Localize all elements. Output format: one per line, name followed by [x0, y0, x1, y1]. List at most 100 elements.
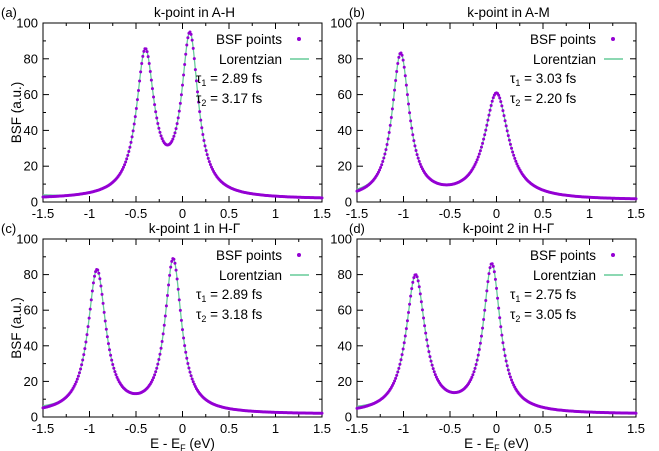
y-tick-label: 20	[24, 159, 38, 174]
bsf-point	[85, 333, 89, 337]
bsf-point	[391, 381, 395, 385]
bsf-point	[188, 370, 192, 374]
bsf-point	[158, 130, 162, 134]
bsf-point	[481, 326, 485, 330]
bsf-point	[191, 46, 195, 50]
bsf-point	[474, 363, 478, 367]
bsf-point	[129, 140, 133, 144]
bsf-point	[200, 126, 204, 130]
bsf-point	[115, 375, 119, 379]
bsf-point	[502, 348, 506, 352]
bsf-point	[114, 373, 118, 377]
bsf-point	[403, 74, 407, 78]
bsf-point	[397, 55, 401, 59]
bsf-point	[402, 65, 406, 69]
bsf-point	[152, 376, 156, 380]
legend-label: BSF points	[530, 32, 596, 47]
bsf-point	[388, 123, 392, 127]
bsf-point	[498, 316, 502, 320]
x-tick-label: 0	[493, 421, 500, 436]
bsf-point	[384, 148, 388, 152]
bsf-point	[416, 279, 420, 283]
bsf-point	[82, 353, 86, 357]
bsf-point	[415, 275, 419, 279]
bsf-point	[170, 259, 174, 263]
bsf-point	[386, 137, 390, 141]
bsf-point	[506, 134, 510, 138]
x-tick-label: -0.5	[439, 421, 461, 436]
bsf-point	[378, 168, 382, 172]
y-tick-label: 80	[24, 267, 38, 282]
bsf-point	[189, 374, 193, 378]
bsf-point	[205, 153, 209, 157]
bsf-point	[144, 47, 148, 51]
bsf-point	[138, 79, 142, 83]
bsf-point	[320, 411, 324, 415]
bsf-point	[393, 88, 397, 92]
bsf-point	[396, 370, 400, 374]
bsf-point	[476, 155, 480, 159]
bsf-point	[403, 334, 407, 338]
panel-label: (d)	[349, 221, 365, 236]
bsf-point	[203, 144, 207, 148]
plot-frame	[356, 22, 637, 203]
legend-label: Lorentzian	[533, 268, 596, 283]
bsf-point	[473, 163, 477, 167]
bsf-point	[478, 341, 482, 345]
bsf-point	[382, 156, 386, 160]
bsf-point	[470, 375, 474, 379]
bsf-point	[121, 165, 125, 169]
bsf-point	[193, 68, 197, 72]
bsf-point	[381, 160, 385, 164]
bsf-point	[149, 78, 153, 82]
bsf-point	[160, 339, 164, 343]
bsf-point	[430, 363, 434, 367]
x-tick-label: 1.5	[627, 206, 645, 221]
bsf-point	[497, 93, 501, 97]
bsf-point	[80, 363, 84, 367]
bsf-point	[156, 122, 160, 125]
y-tick-label: 0	[345, 410, 352, 425]
bsf-point	[131, 129, 135, 133]
bsf-point	[101, 301, 105, 305]
panel-title: k-point in A-H	[154, 5, 235, 20]
bsf-point	[424, 331, 428, 335]
bsf-point	[503, 354, 507, 358]
bsf-point	[111, 362, 115, 366]
bsf-point	[174, 127, 178, 131]
bsf-point	[483, 308, 487, 312]
bsf-point	[202, 139, 206, 143]
bsf-point	[74, 380, 78, 384]
bsf-point	[84, 340, 88, 344]
bsf-point	[475, 358, 479, 362]
bsf-point	[161, 332, 165, 336]
bsf-point	[184, 52, 188, 56]
bsf-point	[177, 109, 181, 113]
bsf-point	[507, 138, 511, 142]
x-tick-label: 0.5	[534, 206, 552, 221]
bsf-point	[484, 128, 488, 132]
bsf-point	[113, 370, 117, 374]
bsf-point	[160, 137, 164, 141]
x-tick-label: -0.5	[125, 206, 147, 221]
y-tick-label: 40	[338, 123, 352, 138]
bsf-point	[188, 30, 192, 34]
bsf-point	[427, 350, 431, 354]
x-tick-label: 1.5	[627, 421, 645, 436]
legend-point-marker	[297, 37, 301, 41]
bsf-point	[514, 159, 518, 163]
bsf-point	[429, 359, 433, 363]
x-tick-label: -1.5	[346, 421, 368, 436]
bsf-point	[426, 344, 430, 348]
bsf-point	[162, 323, 166, 327]
legend-point-marker	[611, 37, 615, 41]
y-axis-label: BSF (a.u.)	[9, 82, 24, 144]
bsf-point	[112, 366, 116, 370]
panel-label: (a)	[1, 5, 17, 20]
bsf-point	[186, 36, 190, 40]
bsf-point	[175, 122, 179, 126]
bsf-point	[179, 318, 183, 322]
bsf-point	[183, 62, 187, 66]
bsf-point	[508, 375, 512, 379]
